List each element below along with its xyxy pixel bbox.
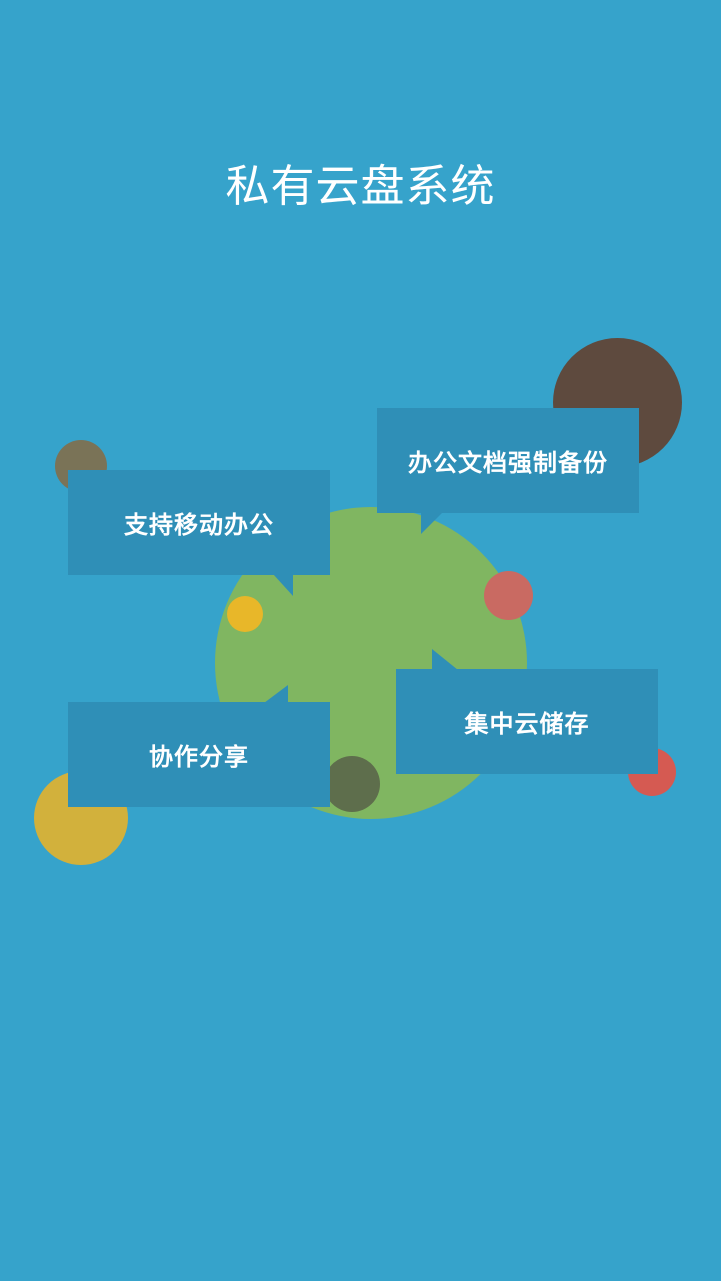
feature-label: 支持移动办公 [124, 511, 274, 539]
feature-label: 办公文档强制备份 [408, 449, 608, 477]
bubble-tail [432, 649, 458, 670]
bubble-tail [273, 574, 293, 596]
feature-bubble-collaboration-sharing: 协作分享 [68, 685, 330, 807]
feature-bubble-centralized-storage: 集中云储存 [396, 649, 658, 774]
feature-label: 协作分享 [149, 743, 249, 771]
bubble-tail [264, 685, 288, 703]
decor-circle-dark-green [324, 756, 380, 812]
feature-bubble-document-backup: 办公文档强制备份 [377, 408, 639, 534]
feature-label: 集中云储存 [464, 710, 590, 738]
page-title: 私有云盘系统 [225, 161, 496, 212]
decor-circle-pink [484, 571, 533, 620]
bubble-tail [421, 512, 443, 534]
feature-bubble-mobile-office: 支持移动办公 [68, 470, 330, 596]
decor-circle-yellow [227, 596, 263, 632]
